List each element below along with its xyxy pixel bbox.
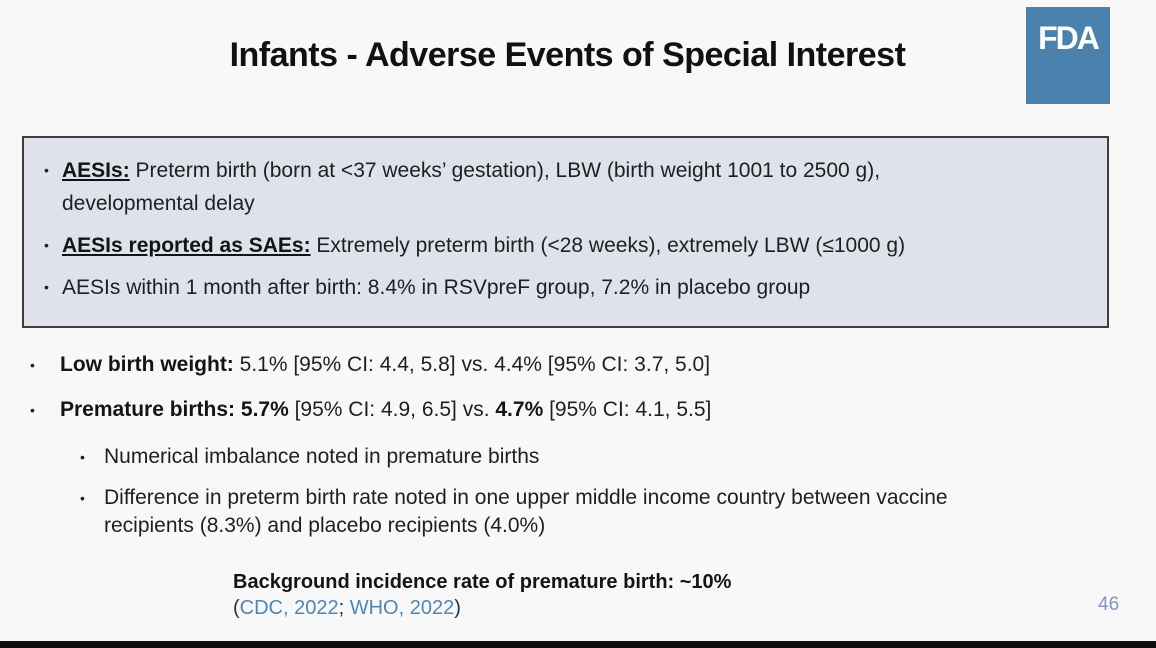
bullet-icon: • xyxy=(30,357,35,373)
bullet-icon: • xyxy=(44,162,49,178)
text-line: Premature births: 5.7% [95% CI: 4.9, 6.5… xyxy=(60,394,711,426)
bullet-item: • AESIs within 1 month after birth: 8.4% … xyxy=(44,271,1093,304)
who-2022-link[interactable]: WHO, 2022 xyxy=(349,597,455,619)
text-segment: [95% CI: 4.9, 6.5] vs. xyxy=(288,398,496,421)
text-segment: [95% CI: 4.1, 5.5] xyxy=(543,398,712,421)
bullet-text: Low birth weight: 5.1% [95% CI: 4.4, 5.8… xyxy=(60,349,710,381)
bullet-text: AESIs reported as SAEs: Extremely preter… xyxy=(62,229,905,262)
bullet-icon: • xyxy=(44,279,49,295)
text-line: recipients (8.3%) and placebo recipients… xyxy=(104,512,948,540)
bullet-item: • Premature births: 5.7% [95% CI: 4.9, 6.… xyxy=(30,394,1140,426)
text-line: AESIs reported as SAEs: Extremely preter… xyxy=(62,229,905,262)
bullet-icon: • xyxy=(80,490,85,506)
slide-title: Infants - Adverse Events of Special Inte… xyxy=(229,36,906,74)
text-segment: Difference in preterm birth rate noted i… xyxy=(104,486,948,509)
text-segment: AESIs: xyxy=(62,159,130,182)
text-segment: Low birth weight: xyxy=(60,353,234,376)
bullet-icon: • xyxy=(80,449,85,465)
footnote: Background incidence rate of premature b… xyxy=(233,569,731,621)
text-segment: 5.7% xyxy=(240,398,289,421)
body-bullet-list: • Low birth weight: 5.1% [95% CI: 4.4, 5.… xyxy=(30,349,1140,540)
cdc-2022-link[interactable]: CDC, 2022 xyxy=(239,597,339,619)
bullet-icon: • xyxy=(44,237,49,253)
text-line: Low birth weight: 5.1% [95% CI: 4.4, 5.8… xyxy=(60,349,710,381)
bullet-text: AESIs within 1 month after birth: 8.4% i… xyxy=(62,271,810,304)
fda-logo-text: FDA xyxy=(1038,20,1100,56)
text-line: AESIs within 1 month after birth: 8.4% i… xyxy=(62,271,810,304)
bullet-icon: • xyxy=(30,402,35,418)
text-segment: recipients (8.3%) and placebo recipients… xyxy=(104,514,546,537)
sub-bullet-item: • Numerical imbalance noted in premature … xyxy=(80,441,1140,473)
text-segment: developmental delay xyxy=(62,192,255,215)
bullet-text: Numerical imbalance noted in premature b… xyxy=(104,441,539,473)
text-line: Numerical imbalance noted in premature b… xyxy=(104,441,539,473)
text-segment: 4.7% xyxy=(495,398,544,421)
aesi-definitions-box: • AESIs: Preterm birth (born at <37 weeks… xyxy=(22,136,1109,328)
text-segment: Background incidence rate of premature b… xyxy=(233,571,732,593)
bullet-text: AESIs: Preterm birth (born at <37 weeks’… xyxy=(62,154,880,220)
text-segment: Extremely preterm birth (<28 weeks), ext… xyxy=(310,234,906,257)
letterbox-bar xyxy=(0,641,1156,648)
text-segment: AESIs reported as SAEs: xyxy=(62,234,311,257)
bullet-text: Premature births: 5.7% [95% CI: 4.9, 6.5… xyxy=(60,394,711,426)
bullet-text: Difference in preterm birth rate noted i… xyxy=(104,484,948,540)
text-segment: ; xyxy=(338,597,350,619)
bullet-item: • AESIs: Preterm birth (born at <37 weeks… xyxy=(44,154,1093,220)
text-segment: Preterm birth (born at <37 weeks’ gestat… xyxy=(129,159,881,182)
text-line: AESIs: Preterm birth (born at <37 weeks’… xyxy=(62,154,880,187)
text-segment: ) xyxy=(454,597,461,619)
text-line: developmental delay xyxy=(62,187,880,220)
text-line: Difference in preterm birth rate noted i… xyxy=(104,484,948,512)
text-segment: Premature births: xyxy=(60,398,241,421)
text-segment: ( xyxy=(233,597,240,619)
bullet-item: • Low birth weight: 5.1% [95% CI: 4.4, 5.… xyxy=(30,349,1140,381)
page-number: 46 xyxy=(1098,594,1120,615)
text-line: Background incidence rate of premature b… xyxy=(233,569,731,595)
text-line: (CDC, 2022; WHO, 2022) xyxy=(233,595,731,621)
text-segment: AESIs within 1 month after birth: 8.4% i… xyxy=(62,276,811,299)
text-segment: 5.1% [95% CI: 4.4, 5.8] vs. 4.4% [95% CI… xyxy=(233,353,711,376)
fda-logo: FDA xyxy=(1026,7,1110,104)
bullet-item: • AESIs reported as SAEs: Extremely prete… xyxy=(44,229,1093,262)
aesi-box-list: • AESIs: Preterm birth (born at <37 weeks… xyxy=(44,154,1093,304)
sub-bullet-item: • Difference in preterm birth rate noted … xyxy=(80,484,1140,540)
text-segment: Numerical imbalance noted in premature b… xyxy=(104,445,540,468)
